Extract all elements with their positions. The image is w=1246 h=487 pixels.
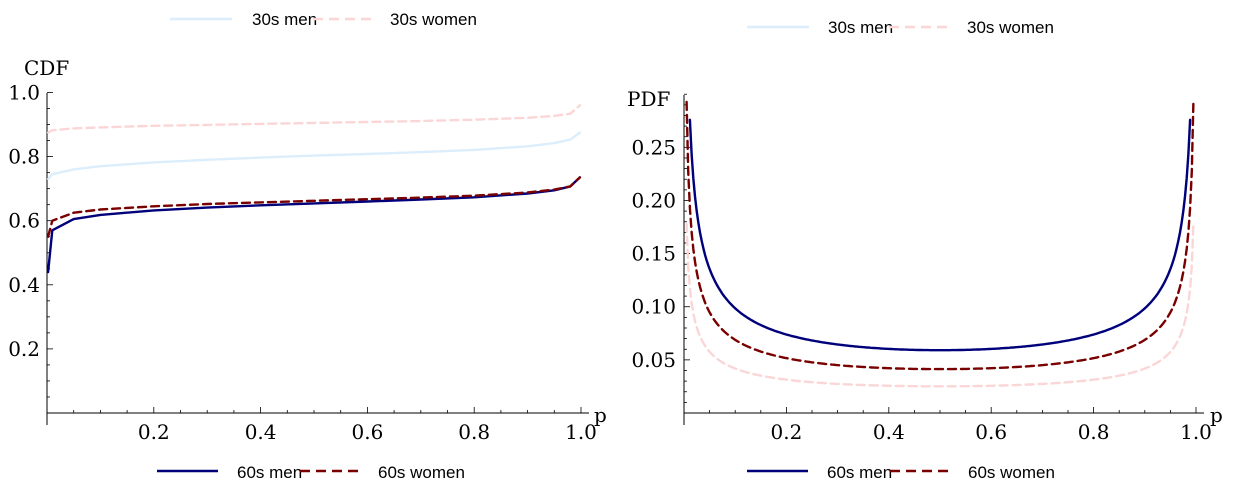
pdf-series-30s-men — [688, 118, 1192, 352]
pdf-x-tick-label: 0.4 — [873, 420, 905, 444]
pdf-x-axis-label: p — [1210, 403, 1223, 427]
cdf-x-tick-label: 0.6 — [351, 420, 383, 444]
cdf-y-tick-label: 0.4 — [8, 273, 40, 297]
cdf-panel: 30s men 30s women CDF p 0.2 0.4 0.6 0.8 1.00… — [8, 10, 607, 482]
cdf-series — [46, 104, 582, 274]
pdf-series-60s-men — [688, 118, 1192, 352]
pdf-x-tick-label: 0.8 — [1078, 420, 1110, 444]
cdf-legend-top: 30s men 30s women — [170, 10, 477, 29]
pdf-legend-bottom: 60s men 60s women — [747, 463, 1055, 482]
cdf-y-tick-label: 0.8 — [8, 145, 40, 169]
cdf-legend-bottom: 60s men 60s women — [157, 463, 465, 482]
cdf-series-30s-women — [46, 104, 582, 134]
cdf-x-tick-label: 1.0 — [565, 420, 597, 444]
cdf-y-tick-label: 0.2 — [8, 337, 40, 361]
cdf-series-60s-women — [46, 176, 582, 238]
pdf-x-tick-label: 0.6 — [975, 420, 1007, 444]
cdf-y-tick-label: 1.0 — [8, 81, 40, 105]
legend-label-30s-women: 30s women — [967, 18, 1054, 37]
cdf-x-tick-label: 0.4 — [245, 420, 277, 444]
cdf-x-axis-label: p — [594, 403, 607, 427]
pdf-series-30s-women — [685, 222, 1195, 388]
cdf-series-60s-men — [46, 176, 582, 274]
pdf-y-tick-label: 0.25 — [631, 135, 676, 159]
pdf-panel: 30s men 30s women PDF p 0.2 0.4 0.6 0.8 1.00… — [627, 18, 1223, 482]
pdf-y-tick-label: 0.15 — [631, 242, 676, 266]
pdf-series-60s-women — [685, 100, 1195, 371]
pdf-y-tick-label: 0.05 — [631, 348, 676, 372]
pdf-series — [685, 100, 1195, 388]
legend-label-60s-men: 60s men — [237, 463, 302, 482]
cdf-series-30s-men — [46, 131, 582, 181]
pdf-y-axis-label: PDF — [627, 87, 670, 111]
legend-label-60s-women: 60s women — [968, 463, 1055, 482]
legend-label-60s-women: 60s women — [378, 463, 465, 482]
pdf-axes: 0.2 0.4 0.6 0.8 1.0 0.05 0.10 0.15 0.20 0.25 — [631, 93, 1212, 444]
legend-label-30s-men: 30s men — [828, 18, 893, 37]
legend-label-60s-men: 60s men — [827, 463, 892, 482]
cdf-y-tick-label: 0.6 — [8, 209, 40, 233]
cdf-x-tick-label: 0.2 — [138, 420, 170, 444]
legend-label-30s-men: 30s men — [252, 10, 317, 29]
pdf-x-tick-label: 0.2 — [770, 420, 802, 444]
legend-label-30s-women: 30s women — [390, 10, 477, 29]
pdf-y-tick-label: 0.20 — [631, 188, 676, 212]
pdf-x-tick-label: 1.0 — [1180, 420, 1212, 444]
cdf-axes: 0.2 0.4 0.6 0.8 1.0 0.2 0.4 0.6 0.8 1.0 — [8, 81, 597, 445]
cdf-x-tick-label: 0.8 — [458, 420, 490, 444]
cdf-y-axis-label: CDF — [24, 56, 69, 80]
pdf-legend-top: 30s men 30s women — [747, 18, 1054, 37]
pdf-y-tick-label: 0.10 — [631, 295, 676, 319]
